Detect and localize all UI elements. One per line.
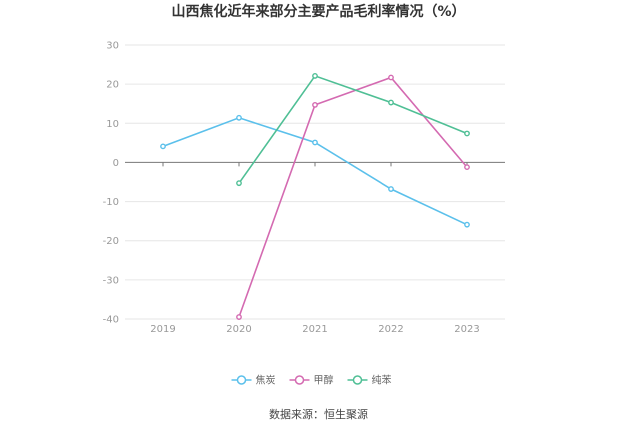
data-point[interactable] — [388, 74, 394, 81]
data-point[interactable] — [312, 73, 318, 79]
y-tick-label: 30 — [106, 41, 119, 52]
x-tick-label: 2020 — [226, 324, 251, 335]
data-point[interactable] — [312, 101, 318, 108]
y-tick-label: 10 — [106, 119, 119, 130]
x-tick-label: 2023 — [454, 324, 479, 335]
legend-item[interactable]: 纯苯 — [347, 374, 392, 387]
y-tick-label: -40 — [103, 315, 119, 326]
series-layer — [160, 73, 470, 320]
data-point[interactable] — [464, 221, 470, 228]
legend-marker-icon — [294, 375, 305, 385]
y-tick-label: -30 — [103, 275, 119, 286]
legend-marker-icon — [352, 375, 363, 385]
data-point[interactable] — [388, 186, 394, 192]
x-tick-label: 2021 — [302, 324, 327, 335]
series-line — [238, 76, 468, 318]
series-line — [238, 74, 468, 184]
legend-label: 甲醇 — [314, 374, 334, 387]
y-tick-label: 0 — [113, 158, 119, 169]
legend-label: 纯苯 — [372, 374, 392, 387]
series-line — [162, 116, 468, 226]
data-point[interactable] — [464, 164, 470, 171]
chart-title: 山西焦化近年来部分主要产品毛利率情况（%） — [171, 3, 465, 20]
data-point[interactable] — [464, 130, 470, 137]
data-point[interactable] — [388, 99, 394, 106]
y-tick-label: -20 — [103, 236, 119, 247]
x-tick-label: 2022 — [378, 324, 403, 335]
data-point[interactable] — [236, 114, 242, 121]
series-2 — [236, 73, 470, 187]
legend-item[interactable]: 焦炭 — [231, 374, 276, 387]
data-source: 数据来源：恒生聚源 — [269, 407, 368, 421]
x-tick-label: 2019 — [150, 324, 175, 335]
grid — [125, 44, 505, 320]
legend-marker-icon — [236, 375, 247, 385]
legend-label: 焦炭 — [256, 374, 276, 387]
axes: 30 20 10 0 -10 -20 -30 -40 2019 2020 2021 2022 2023 — [103, 41, 505, 335]
y-tick-label: -10 — [103, 197, 119, 208]
series-0 — [160, 114, 470, 228]
data-point[interactable] — [236, 314, 242, 320]
y-tick-label: 20 — [106, 80, 119, 91]
series-1 — [236, 74, 470, 320]
legend: 焦炭 甲醇 纯苯 — [231, 374, 392, 387]
data-point[interactable] — [160, 143, 166, 150]
data-point[interactable] — [236, 180, 242, 187]
data-point[interactable] — [312, 139, 318, 146]
legend-item[interactable]: 甲醇 — [289, 374, 334, 387]
